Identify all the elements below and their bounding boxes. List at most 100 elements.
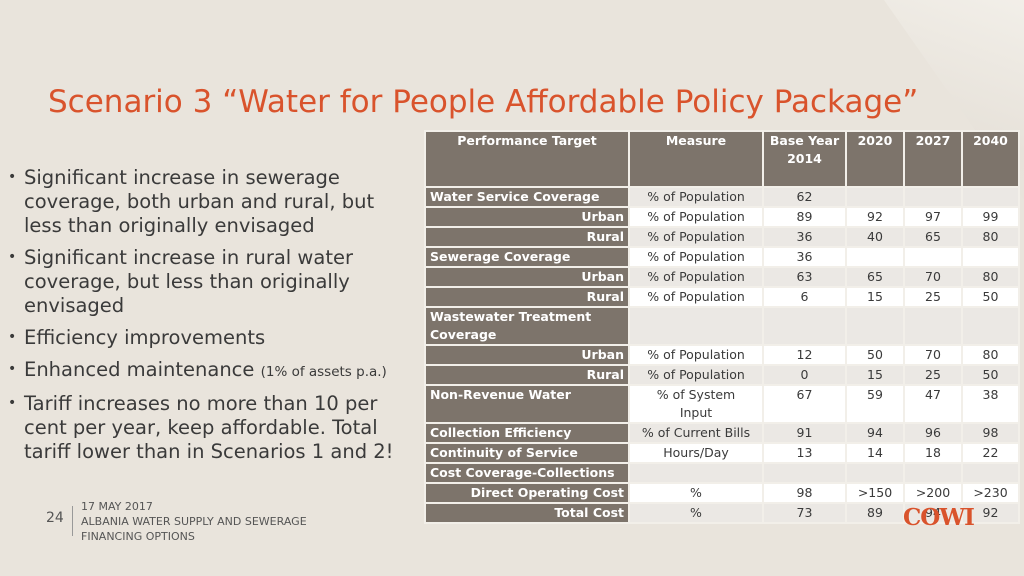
- table-row: Continuity of Service Hours/Day 13 14 18…: [424, 442, 1020, 464]
- table-row: Urban % of Population 12 50 70 80: [424, 344, 1020, 366]
- table-row: Total Cost % 73 89 94 92: [424, 502, 1020, 524]
- row-label: Cost Coverage-Collections: [424, 462, 630, 484]
- table-row: Sewerage Coverage % of Population 36: [424, 246, 1020, 268]
- table-row: Non-Revenue Water % of System Input 67 5…: [424, 384, 1020, 424]
- footer-divider: [72, 506, 73, 536]
- cell-2040: 50: [961, 364, 1020, 386]
- cell-measure: % of Current Bills: [628, 422, 764, 444]
- cell-2040: 99: [961, 206, 1020, 228]
- cell-base: [762, 306, 847, 346]
- cell-2040: [961, 462, 1020, 484]
- cell-base: 98: [762, 482, 847, 504]
- cell-base: 36: [762, 246, 847, 268]
- cowi-logo: COWI: [903, 504, 975, 531]
- cell-2027: [903, 462, 963, 484]
- bullet-item: • Tariff increases no more than 10 per ce…: [8, 392, 408, 464]
- cell-measure: [628, 462, 764, 484]
- cell-2020: 89: [845, 502, 905, 524]
- cell-2020: 92: [845, 206, 905, 228]
- cell-measure: [628, 306, 764, 346]
- cell-base: 12: [762, 344, 847, 366]
- page-number: 24: [46, 510, 64, 526]
- cell-2020: [845, 186, 905, 208]
- cell-2027: 96: [903, 422, 963, 444]
- bullet-text: Efficiency improvements: [24, 326, 266, 349]
- cell-measure: % of Population: [628, 266, 764, 288]
- cell-2020: 65: [845, 266, 905, 288]
- bullet-text: Significant increase in sewerage coverag…: [24, 166, 375, 237]
- row-label: Continuity of Service: [424, 442, 630, 464]
- cell-base: 13: [762, 442, 847, 464]
- cell-2027: 70: [903, 344, 963, 366]
- cell-base: [762, 462, 847, 484]
- cell-2027: 47: [903, 384, 963, 424]
- cell-2027: [903, 306, 963, 346]
- row-label: Water Service Coverage: [424, 186, 630, 208]
- footer-date: 17 MAY 2017: [81, 500, 153, 513]
- cell-2040: >230: [961, 482, 1020, 504]
- table-row: Urban % of Population 89 92 97 99: [424, 206, 1020, 228]
- row-label: Rural: [424, 364, 630, 386]
- table-row: Urban % of Population 63 65 70 80: [424, 266, 1020, 288]
- cell-base: 73: [762, 502, 847, 524]
- cell-base: 91: [762, 422, 847, 444]
- cell-2040: 98: [961, 422, 1020, 444]
- row-label: Rural: [424, 226, 630, 248]
- bullet-item: • Enhanced maintenance (1% of assets p.a.…: [8, 358, 408, 384]
- table-row: Water Service Coverage % of Population 6…: [424, 186, 1020, 208]
- cell-2040: 80: [961, 226, 1020, 248]
- cell-measure: % of Population: [628, 226, 764, 248]
- row-label: Direct Operating Cost: [424, 482, 630, 504]
- footer-line2: FINANCING OPTIONS: [81, 530, 195, 543]
- bullet-item: • Significant increase in rural water cov…: [8, 246, 408, 318]
- cell-2040: 38: [961, 384, 1020, 424]
- bullet-list: • Significant increase in sewerage covera…: [8, 166, 408, 472]
- row-label: Urban: [424, 344, 630, 366]
- slide-title: Scenario 3 “Water for People Affordable …: [48, 84, 919, 120]
- cell-2020: 15: [845, 286, 905, 308]
- cell-2020: 59: [845, 384, 905, 424]
- cell-2027: 25: [903, 364, 963, 386]
- header-performance-target: Performance Target: [424, 130, 630, 188]
- cell-2027: 65: [903, 226, 963, 248]
- footer-text: 17 MAY 2017 ALBANIA WATER SUPPLY AND SEW…: [81, 499, 307, 544]
- cell-base: 62: [762, 186, 847, 208]
- cell-2027: 25: [903, 286, 963, 308]
- footer-line1: ALBANIA WATER SUPPLY AND SEWERAGE: [81, 515, 307, 528]
- table-row: Wastewater Treatment Coverage: [424, 306, 1020, 346]
- header-2027: 2027: [903, 130, 963, 188]
- cell-measure: % of Population: [628, 286, 764, 308]
- cell-base: 36: [762, 226, 847, 248]
- cell-2027: 18: [903, 442, 963, 464]
- row-label: Rural: [424, 286, 630, 308]
- header-2040: 2040: [961, 130, 1020, 188]
- cell-2020: 14: [845, 442, 905, 464]
- cell-2020: 40: [845, 226, 905, 248]
- bullet-icon: •: [8, 329, 17, 345]
- cell-2040: 80: [961, 266, 1020, 288]
- cell-measure: Hours/Day: [628, 442, 764, 464]
- bullet-icon: •: [8, 169, 17, 185]
- cell-2020: [845, 462, 905, 484]
- row-label: Total Cost: [424, 502, 630, 524]
- table-row: Rural % of Population 0 15 25 50: [424, 364, 1020, 386]
- cell-2020: 15: [845, 364, 905, 386]
- cell-base: 63: [762, 266, 847, 288]
- cell-2040: 80: [961, 344, 1020, 366]
- cell-measure: % of Population: [628, 186, 764, 208]
- header-2020: 2020: [845, 130, 905, 188]
- cell-2027: 97: [903, 206, 963, 228]
- cell-base: 89: [762, 206, 847, 228]
- cell-2027: >200: [903, 482, 963, 504]
- cell-2040: [961, 306, 1020, 346]
- cell-measure: %: [628, 482, 764, 504]
- cell-2020: [845, 246, 905, 268]
- bullet-item: • Significant increase in sewerage covera…: [8, 166, 408, 238]
- cell-2040: [961, 186, 1020, 208]
- bullet-icon: •: [8, 361, 17, 377]
- table-row: Rural % of Population 36 40 65 80: [424, 226, 1020, 248]
- cell-base: 0: [762, 364, 847, 386]
- header-measure: Measure: [628, 130, 764, 188]
- cell-2020: >150: [845, 482, 905, 504]
- cell-2027: 70: [903, 266, 963, 288]
